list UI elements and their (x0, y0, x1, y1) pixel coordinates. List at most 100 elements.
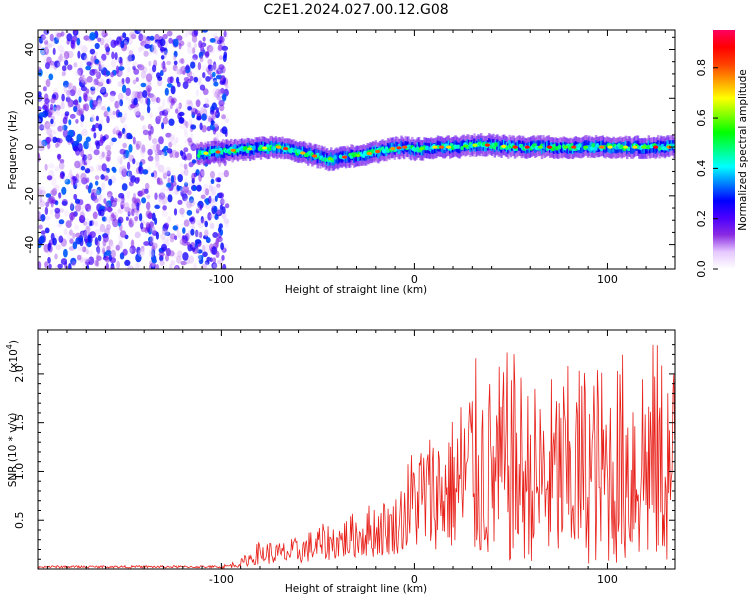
noise-speckle (183, 147, 189, 153)
noise-speckle (117, 132, 122, 139)
noise-speckle (117, 197, 123, 203)
noise-speckle (127, 54, 134, 62)
signal-hot-spot (341, 155, 348, 159)
noise-speckle (138, 63, 144, 70)
noise-speckle (119, 230, 127, 238)
noise-speckle (187, 46, 194, 55)
noise-speckle (215, 251, 220, 258)
signal-band-mid (394, 141, 398, 152)
noise-speckle (64, 59, 69, 66)
noise-speckle (74, 98, 79, 108)
noise-speckle (218, 64, 225, 70)
noise-speckle (170, 85, 176, 95)
signal-hot-spot (462, 144, 468, 148)
noise-speckle (39, 124, 45, 131)
noise-speckle (51, 177, 57, 187)
signal-hot-spot (355, 153, 361, 157)
noise-speckle (155, 264, 160, 269)
noise-speckle (161, 237, 169, 244)
noise-speckle (209, 38, 216, 43)
noise-speckle (75, 180, 82, 188)
noise-speckle (158, 251, 165, 257)
noise-speckle (50, 118, 54, 125)
noise-speckle (155, 162, 160, 168)
noise-speckle (165, 253, 169, 262)
noise-speckle (38, 118, 41, 124)
signal-band-mid (196, 148, 199, 159)
signal-band-mid (346, 150, 349, 161)
noise-speckle (69, 203, 75, 211)
noise-speckle (126, 46, 130, 52)
noise-speckle (44, 261, 48, 269)
noise-speckle (202, 72, 206, 79)
noise-speckle (135, 111, 141, 116)
noise-speckle (82, 246, 87, 253)
noise-speckle (94, 122, 100, 129)
noise-speckle (128, 170, 133, 177)
noise-speckle (90, 114, 95, 122)
noise-speckle (194, 248, 199, 253)
noise-speckle (54, 60, 61, 68)
noise-speckle (62, 124, 68, 131)
noise-speckle (143, 241, 150, 246)
noise-speckle (149, 235, 154, 245)
noise-speckle (44, 121, 51, 130)
noise-speckle (158, 198, 162, 208)
noise-speckle (159, 47, 167, 52)
noise-speckle (199, 122, 203, 131)
noise-speckle (105, 225, 110, 234)
noise-speckle (88, 256, 95, 266)
noise-speckle (80, 246, 84, 252)
noise-speckle (159, 259, 165, 266)
signal-band-mid (630, 143, 633, 154)
noise-speckle (215, 239, 220, 248)
noise-speckle (114, 100, 120, 109)
noise-speckle (190, 61, 196, 69)
noise-speckle (204, 97, 209, 104)
noise-speckle (77, 67, 84, 76)
noise-speckle (63, 80, 69, 88)
noise-speckle (157, 76, 163, 81)
noise-speckle (93, 197, 99, 203)
noise-speckle (73, 145, 79, 152)
noise-speckle (131, 196, 136, 203)
noise-speckle (80, 172, 87, 181)
noise-speckle (89, 48, 96, 55)
noise-speckle (94, 58, 100, 65)
noise-speckle (157, 149, 164, 156)
noise-speckle (45, 193, 52, 198)
noise-speckle (128, 247, 133, 254)
noise-speckle (79, 160, 85, 168)
noise-speckle (63, 248, 68, 258)
noise-speckle (215, 209, 223, 217)
signal-hot-spot (501, 144, 507, 148)
noise-speckle (137, 91, 144, 99)
noise-speckle (44, 163, 48, 171)
noise-speckle (103, 37, 109, 44)
noise-speckle (191, 172, 196, 181)
noise-speckle (162, 117, 169, 125)
noise-speckle (197, 62, 202, 71)
noise-speckle (126, 190, 131, 200)
noise-speckle (116, 260, 120, 269)
colorbar: 0.0 0.2 0.4 0.6 0.8 Normalized spectral ampl… (695, 30, 749, 278)
noise-speckle (184, 198, 188, 205)
snr-x-axis-label: Height of straight line (km) (285, 583, 427, 595)
noise-speckle (129, 31, 136, 37)
noise-speckle (161, 210, 168, 217)
noise-speckle (128, 181, 134, 187)
noise-speckle (110, 71, 115, 78)
noise-speckle (199, 84, 206, 91)
noise-speckle (172, 64, 178, 72)
noise-speckle (168, 37, 173, 44)
noise-speckle (124, 259, 131, 266)
noise-speckle (134, 216, 139, 222)
noise-speckle (110, 249, 116, 258)
noise-speckle (90, 127, 97, 132)
noise-speckle (62, 175, 68, 183)
noise-speckle (119, 99, 124, 107)
noise-speckle (216, 107, 219, 114)
noise-speckle (166, 30, 173, 37)
noise-speckle (189, 196, 194, 204)
signal-hot-spot (419, 147, 425, 151)
